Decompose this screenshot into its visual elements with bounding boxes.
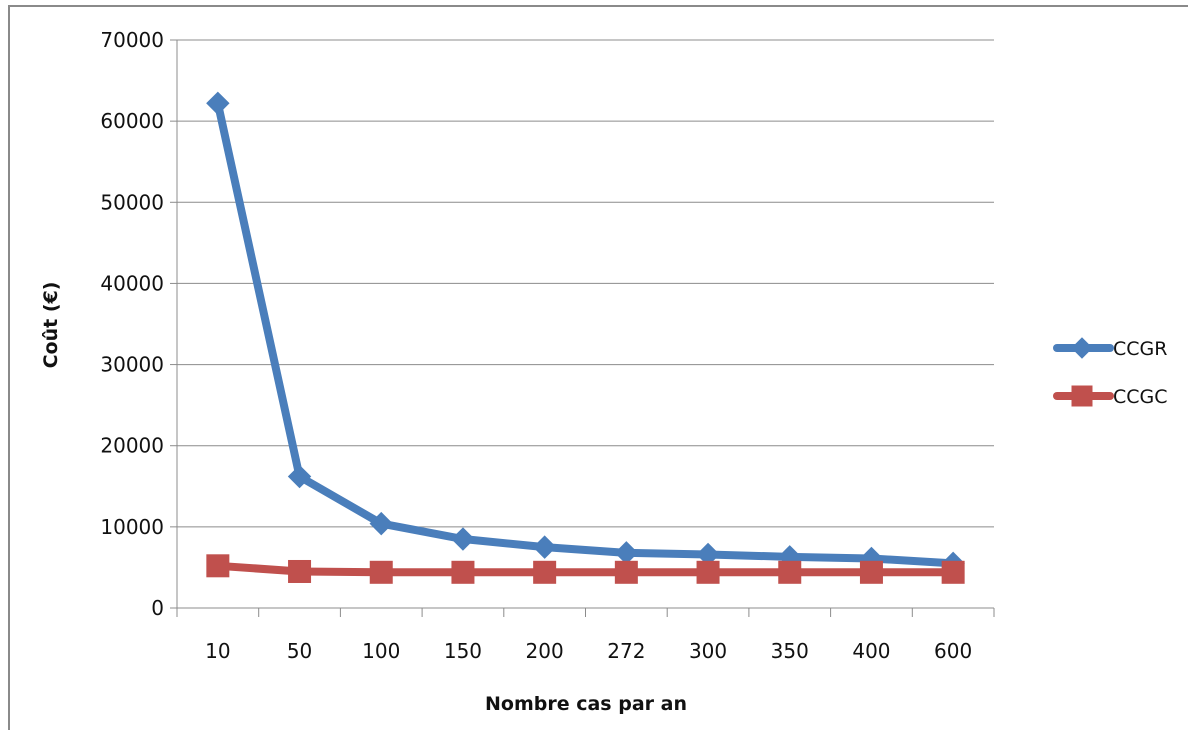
data-point-ccgc: [696, 560, 720, 584]
y-tick-label: 10000: [100, 515, 164, 539]
series-ccgc: [206, 554, 965, 584]
y-tick-label: 30000: [100, 353, 164, 377]
y-axis-title: Coût (€): [40, 282, 62, 369]
gridlines: [177, 39, 994, 528]
legend-label: CCGC: [1113, 386, 1168, 408]
y-tick-label: 20000: [100, 434, 164, 458]
x-tick-label: 200: [526, 639, 564, 663]
data-point-ccgc: [778, 560, 802, 584]
data-point-ccgc: [941, 560, 965, 584]
series-line-ccgc: [213, 561, 958, 577]
y-tick-label: 50000: [100, 190, 164, 214]
legend-item-ccgr: CCGR: [1053, 337, 1167, 360]
data-point-ccgc: [451, 560, 475, 584]
x-tick-label: 350: [771, 639, 809, 663]
data-point-ccgr: [287, 464, 312, 489]
series-ccgr: [206, 91, 965, 576]
x-tick-label: 300: [689, 639, 727, 663]
data-point-ccgc: [288, 559, 312, 583]
y-tick-labels: 0 10000 20000 30000 40000 50000 60000 70000: [100, 28, 164, 620]
x-tick-label: 272: [607, 639, 645, 663]
axes: [170, 39, 995, 617]
series: [206, 91, 965, 584]
chart-frame: [8, 5, 1188, 730]
x-tick-label: 10: [205, 639, 230, 663]
data-point-ccgr: [532, 535, 557, 559]
series-line-ccgr: [213, 99, 958, 568]
x-tick-label: 400: [852, 639, 890, 663]
y-tick-label: 60000: [100, 109, 164, 133]
data-point-ccgr: [206, 91, 230, 115]
legend-label: CCGR: [1113, 338, 1167, 360]
data-point-ccgr: [369, 511, 393, 536]
legend-swatch-marker: [1071, 385, 1093, 407]
x-tick-label: 50: [287, 639, 312, 663]
data-point-ccgr: [614, 541, 639, 565]
x-tick-label: 100: [362, 639, 400, 663]
x-tick-label: 150: [444, 639, 482, 663]
legend: CCGR CCGC: [1053, 337, 1168, 408]
data-point-ccgc: [369, 560, 393, 584]
y-tick-label: 70000: [100, 28, 164, 52]
data-point-ccgc: [533, 560, 557, 584]
data-point-ccgc: [614, 560, 638, 584]
legend-swatch-marker: [1071, 337, 1093, 359]
y-tick-label: 0: [151, 596, 164, 620]
y-tick-label: 40000: [100, 271, 164, 295]
x-tick-labels: 10 50 100 150 200 272 300 350 400 600: [205, 639, 972, 663]
data-point-ccgr: [451, 527, 475, 551]
data-point-ccgc: [859, 560, 883, 584]
data-point-ccgc: [206, 554, 230, 578]
x-axis-title: Nombre cas par an: [485, 693, 687, 715]
legend-item-ccgc: CCGC: [1053, 385, 1168, 408]
x-tick-label: 600: [934, 639, 972, 663]
